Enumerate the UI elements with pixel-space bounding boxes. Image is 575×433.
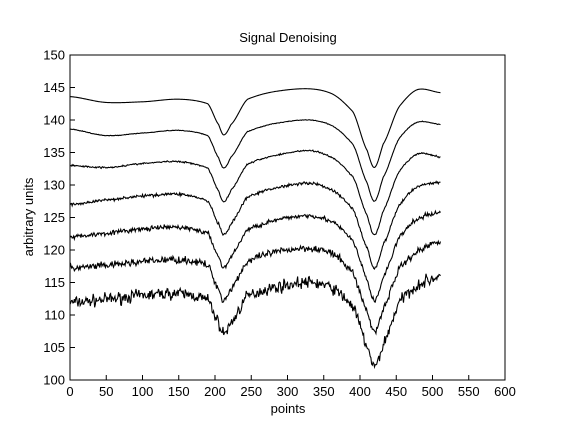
y-tick-label: 145 <box>43 80 65 95</box>
y-tick-label: 125 <box>43 210 65 225</box>
y-tick-label: 105 <box>43 340 65 355</box>
y-tick-label: 115 <box>44 275 65 290</box>
y-axis-label: arbitrary units <box>21 177 36 256</box>
series-line-3 <box>69 180 441 270</box>
x-tick-label: 0 <box>66 384 73 399</box>
y-tick-label: 135 <box>43 145 65 160</box>
x-axis-label: points <box>271 401 306 416</box>
x-tick-label: 450 <box>385 384 407 399</box>
x-tick-label: 200 <box>204 384 226 399</box>
y-tick-label: 110 <box>44 308 65 323</box>
y-tick-label: 120 <box>43 243 65 258</box>
x-tick-label: 50 <box>99 384 113 399</box>
y-axis: 100 105 110 115 120 125 130 135 140 145 150 <box>43 48 75 388</box>
series-line-5 <box>69 119 441 202</box>
x-tick-label: 150 <box>168 384 190 399</box>
x-tick-label: 500 <box>422 384 444 399</box>
x-tick-label: 250 <box>240 384 262 399</box>
x-tick-label: 550 <box>458 384 480 399</box>
series-line-0 <box>69 273 441 370</box>
y-tick-label: 150 <box>43 48 65 63</box>
y-tick-label: 140 <box>43 113 65 128</box>
x-tick-label: 400 <box>349 384 371 399</box>
series-line-1 <box>69 239 442 336</box>
x-axis: 0 50 100 150 200 250 300 350 400 450 500 550 600 <box>66 375 516 399</box>
x-tick-label: 300 <box>277 384 299 399</box>
chart-title: Signal Denoising <box>239 30 337 45</box>
x-tick-label: 600 <box>494 384 516 399</box>
y-tick-label: 100 <box>43 373 65 388</box>
x-tick-label: 100 <box>132 384 154 399</box>
x-tick-label: 350 <box>313 384 335 399</box>
series-line-2 <box>69 209 441 303</box>
y-tick-label: 130 <box>43 178 65 193</box>
series-line-6 <box>69 88 441 169</box>
series-line-4 <box>69 149 441 236</box>
series-group <box>69 88 442 370</box>
